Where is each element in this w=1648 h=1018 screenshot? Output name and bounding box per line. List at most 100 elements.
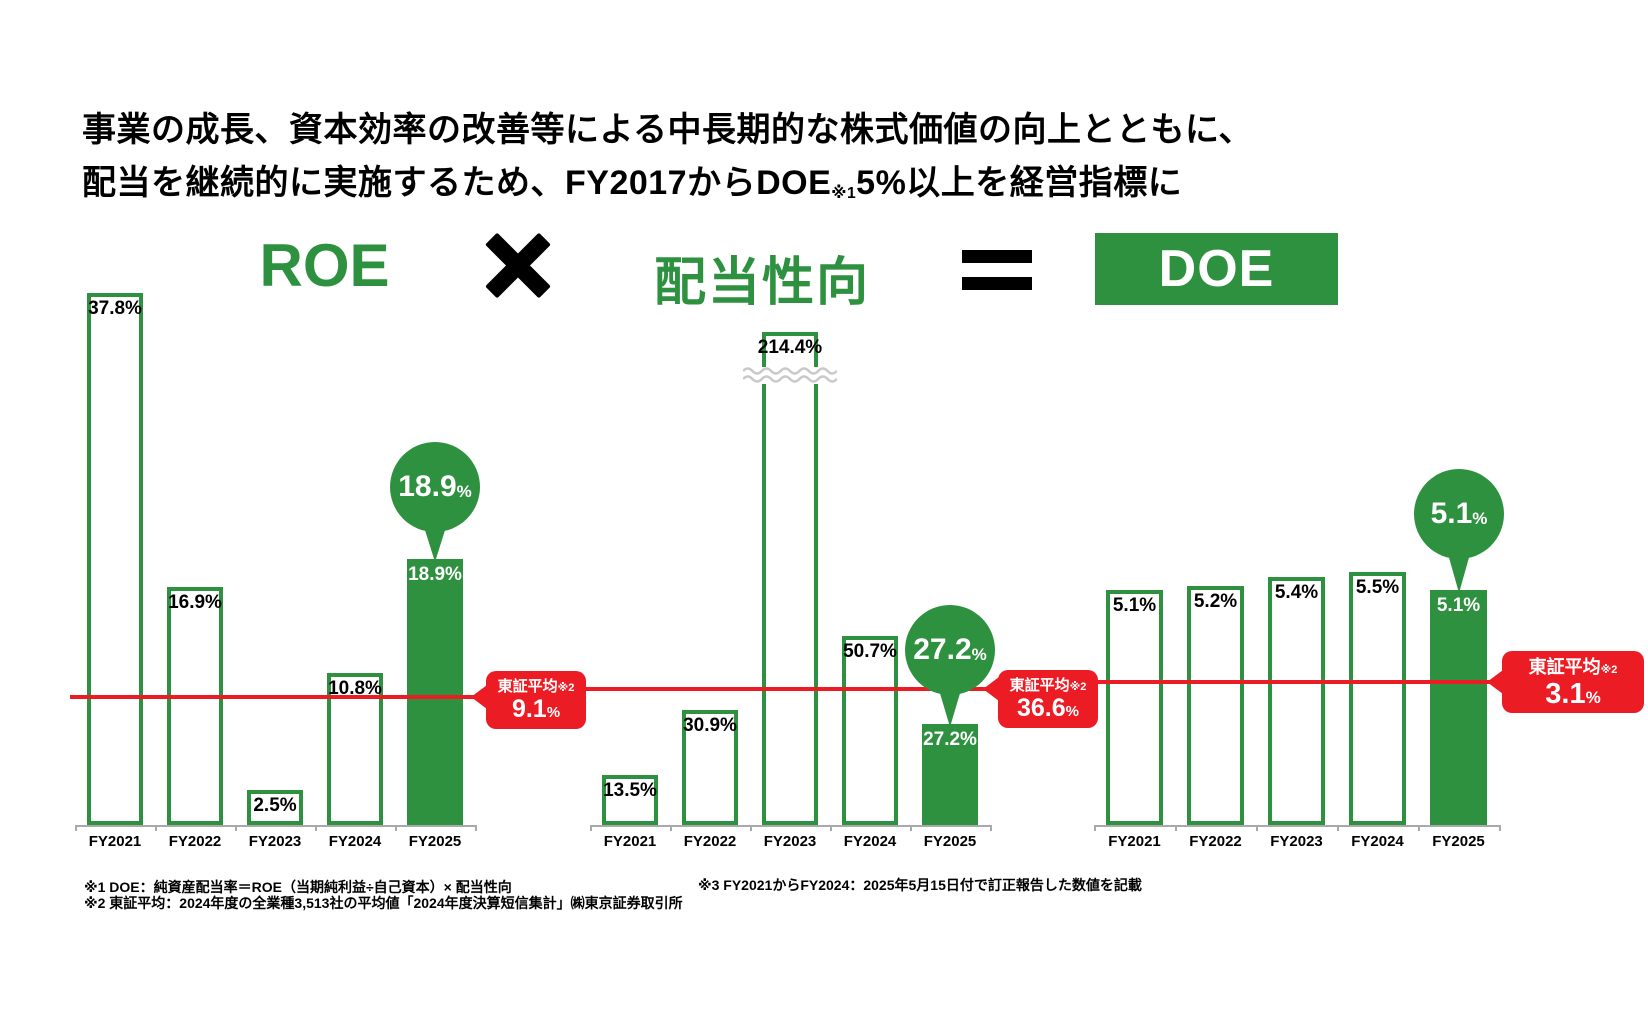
roe-axis-label-fy2024: FY2024 <box>328 833 382 850</box>
doe-bar-fy2024 <box>1349 572 1406 825</box>
payout-axis-tick <box>990 825 992 831</box>
roe-axis-tick <box>155 825 157 831</box>
payout-average-label: 東証平均※2 <box>1009 677 1087 694</box>
roe-bar-fy2021 <box>87 293 143 825</box>
multiply-icon <box>484 231 552 299</box>
payout-bar-value-label: 50.7% <box>843 641 897 662</box>
payout-bar-fy2021 <box>602 775 658 825</box>
roe-highlight-balloon-tail <box>424 527 446 562</box>
payout-bar-value-label: 30.9% <box>683 715 737 736</box>
doe-axis-label-fy2025: FY2025 <box>1432 833 1485 850</box>
doe-average-label: 東証平均※2 <box>1528 657 1618 677</box>
doe-bar-value-label: 5.1% <box>1112 595 1157 616</box>
payout-axis-label-fy2023: FY2023 <box>763 833 817 850</box>
roe-average-callout: 東証平均※2 9.1% <box>486 671 586 729</box>
roe-axis-tick <box>75 825 77 831</box>
doe-axis-label-fy2021: FY2021 <box>1108 833 1161 850</box>
roe-axis-tick <box>475 825 477 831</box>
roe-axis-tick <box>395 825 397 831</box>
roe-average-value: 9.1% <box>511 695 561 723</box>
doe-axis-tick <box>1175 825 1177 831</box>
doe-bar-fy2021 <box>1106 590 1163 825</box>
footnote-1: ※1 DOE：純資産配当率＝ROE（当期純利益÷自己資本）× 配当性向 <box>84 879 512 895</box>
roe-highlight-balloon: 18.9% <box>390 442 480 532</box>
headline: 事業の成長、資本効率の改善等による中長期的な株式価値の向上とともに、 配当を継続… <box>82 104 1402 210</box>
doe-balloon-value: 5.1 <box>1430 497 1473 530</box>
roe-axis-tick <box>235 825 237 831</box>
payout-axis-tick <box>750 825 752 831</box>
doe-bar-fy2025 <box>1430 590 1487 825</box>
footnote-3: ※3 FY2021からFY2024：2025年5月15日付で訂正報告した数値を記… <box>698 877 1142 893</box>
payout-bar-value-label: 214.4% <box>757 337 823 358</box>
roe-bar-value-label: 18.9% <box>408 564 462 585</box>
doe-average-callout-tail <box>1487 670 1503 694</box>
roe-axis-tick <box>315 825 317 831</box>
payout-axis-label-fy2021: FY2021 <box>603 833 657 850</box>
payout-axis-line <box>590 825 990 827</box>
doe-bar-value-label: 5.4% <box>1274 582 1319 603</box>
payout-average-callout: 東証平均※2 36.6% <box>998 670 1098 728</box>
roe-bar-fy2023 <box>247 790 303 825</box>
payout-chart-title: 配当性向 <box>653 254 870 312</box>
payout-axis-label-fy2022: FY2022 <box>683 833 737 850</box>
payout-highlight-balloon: 27.2% <box>905 605 995 695</box>
payout-balloon-value: 27.2 <box>913 633 972 666</box>
doe-axis-label-fy2022: FY2022 <box>1189 833 1242 850</box>
payout-highlight-balloon-tail <box>939 690 961 727</box>
equals-icon <box>962 250 1032 292</box>
payout-axis-tick <box>590 825 592 831</box>
payout-axis-label-fy2025: FY2025 <box>923 833 977 850</box>
doe-axis-label-fy2023: FY2023 <box>1270 833 1323 850</box>
headline-line1: 事業の成長、資本効率の改善等による中長期的な株式価値の向上とともに、 <box>82 111 1253 149</box>
payout-bar-fy2025 <box>922 724 978 825</box>
payout-axis-tick <box>830 825 832 831</box>
roe-bar-value-label: 16.9% <box>168 592 222 613</box>
doe-average-line <box>1090 680 1514 684</box>
doe-axis-tick <box>1418 825 1420 831</box>
doe-bar-value-label: 5.1% <box>1436 595 1481 616</box>
doe-bar-value-label: 5.5% <box>1355 577 1400 598</box>
doe-bar-fy2022 <box>1187 586 1244 825</box>
equals-icon-bar <box>962 277 1032 290</box>
payout-average-callout-tail <box>983 677 999 701</box>
doe-average-callout: 東証平均※2 3.1% <box>1502 651 1644 713</box>
footnote-ref-1: ※1 <box>831 185 857 203</box>
roe-axis-label-fy2023: FY2023 <box>248 833 302 850</box>
roe-bar-value-label: 10.8% <box>328 678 382 699</box>
payout-axis-tick <box>910 825 912 831</box>
doe-axis-line <box>1094 825 1499 827</box>
doe-axis-tick <box>1094 825 1096 831</box>
doe-highlight-balloon: 5.1% <box>1414 469 1504 559</box>
roe-bar-fy2025 <box>407 559 463 825</box>
payout-bar-fy2023 <box>762 332 818 825</box>
payout-average-line <box>586 687 1010 691</box>
roe-average-callout-tail <box>471 685 487 709</box>
headline-line2: 配当を継続的に実施するため、FY2017からDOE※15%以上を経営指標に <box>82 157 1402 210</box>
doe-bar-value-label: 5.2% <box>1193 591 1238 612</box>
payout-axis-label-fy2024: FY2024 <box>843 833 897 850</box>
payout-average-value: 36.6% <box>1016 694 1079 722</box>
doe-average-value: 3.1% <box>1545 677 1601 710</box>
roe-bar-value-label: 2.5% <box>253 795 297 816</box>
headline-line2-suffix: 5%以上を経営指標に <box>856 164 1183 203</box>
roe-average-line <box>70 695 498 699</box>
doe-title-box: DOE <box>1095 233 1338 305</box>
payout-axis-break-icon <box>742 367 838 384</box>
doe-bar-fy2023 <box>1268 577 1325 825</box>
roe-balloon-value: 18.9 <box>398 470 457 503</box>
payout-bar-fy2022 <box>682 710 738 825</box>
equals-icon-bar <box>962 250 1032 263</box>
payout-bar-fy2024 <box>842 636 898 825</box>
payout-bar-value-label: 13.5% <box>603 780 657 801</box>
doe-axis-tick <box>1499 825 1501 831</box>
roe-chart-title: ROE <box>259 232 390 299</box>
footnote-2: ※2 東証平均：2024年度の全業種3,513社の平均値「2024年度決算短信集… <box>84 895 683 911</box>
roe-average-label: 東証平均※2 <box>497 678 575 695</box>
roe-axis-label-fy2021: FY2021 <box>88 833 142 850</box>
roe-axis-label-fy2025: FY2025 <box>408 833 462 850</box>
headline-line2-prefix: 配当を継続的に実施するため、FY2017からDOE <box>82 164 832 203</box>
payout-bar-value-label: 27.2% <box>923 729 977 750</box>
roe-bar-value-label: 37.8% <box>88 298 142 319</box>
roe-axis-line <box>75 825 475 827</box>
